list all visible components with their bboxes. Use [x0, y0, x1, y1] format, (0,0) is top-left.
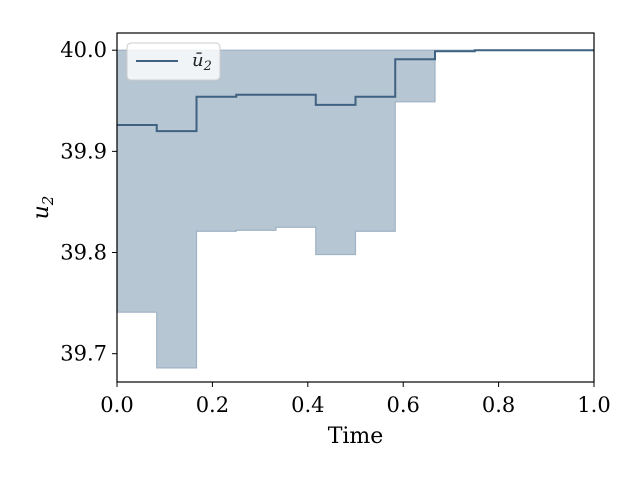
x-axis-label: Time [328, 424, 384, 449]
y-axis-label: u2 [29, 196, 57, 220]
legend-label-subscript: 2 [203, 59, 212, 74]
x-tick-label: 0.0 [100, 393, 133, 417]
x-tick-label: 0.6 [386, 393, 419, 417]
y-tick-label: 39.9 [60, 139, 107, 163]
band-layer [116, 49, 594, 369]
series-layer [117, 49, 594, 133]
y-axis: 39.7 39.8 39.9 40.0 [60, 38, 117, 366]
x-tick-label: 0.2 [196, 393, 229, 417]
x-tick-label: 0.4 [291, 393, 324, 417]
plot-frame [116, 32, 595, 383]
x-tick-label: 0.8 [482, 393, 515, 417]
legend-label-main: ū [192, 50, 204, 71]
x-axis: 0.0 0.2 0.4 0.6 0.8 1.0 [100, 382, 611, 417]
y-axis-label-main: u [29, 205, 54, 219]
y-tick-label: 39.8 [60, 241, 107, 265]
confidence-band [116, 49, 594, 369]
y-axis-label-subscript: 2 [39, 196, 57, 207]
y-tick-label: 40.0 [60, 38, 107, 62]
y-tick-label: 39.7 [60, 342, 107, 366]
series-line-0 [117, 49, 594, 133]
legend-label: ū2 [192, 50, 212, 74]
legend: ū2 [126, 42, 221, 81]
x-tick-label: 1.0 [577, 393, 610, 417]
